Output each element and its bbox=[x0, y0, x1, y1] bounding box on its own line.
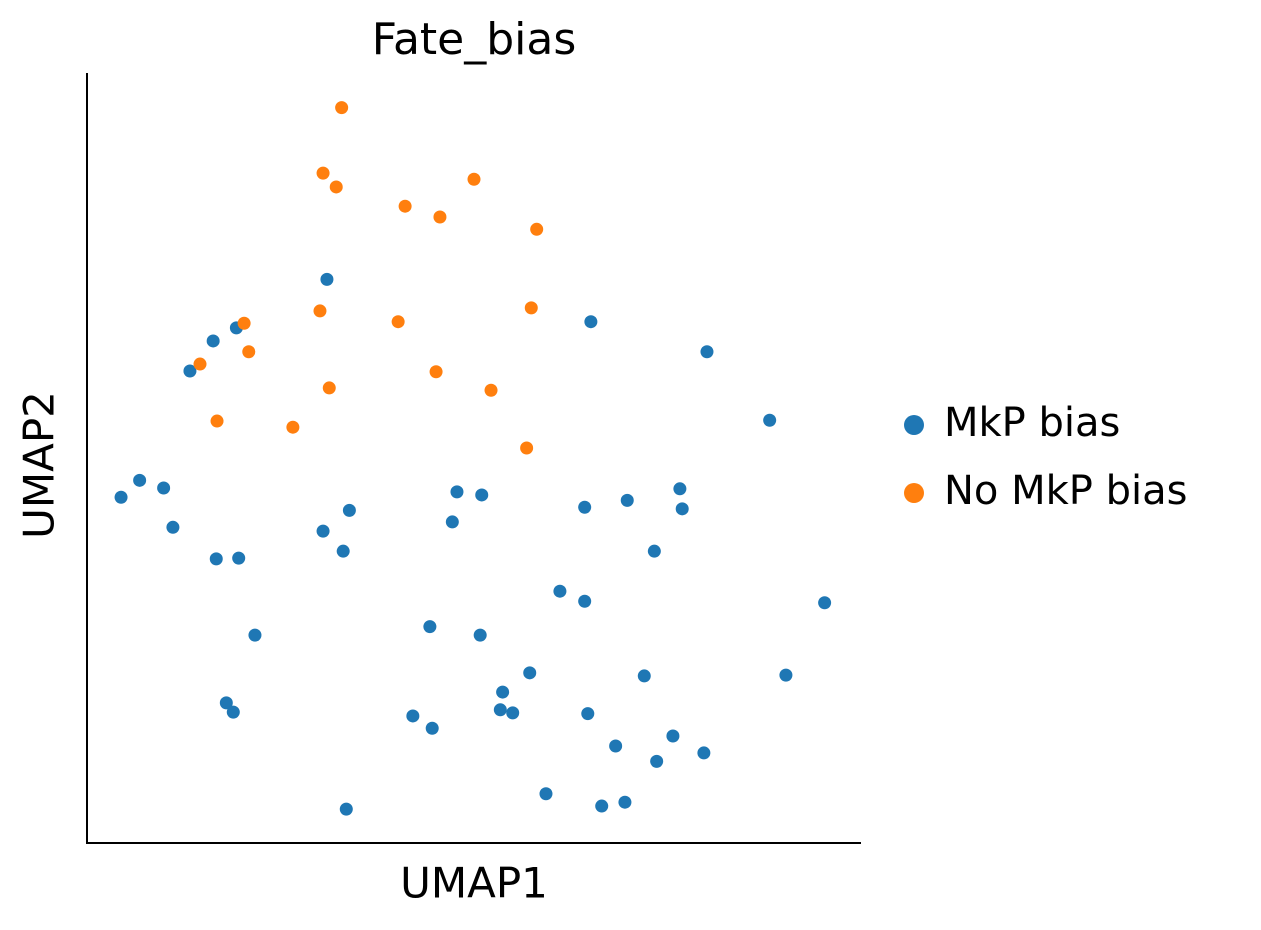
point bbox=[335, 101, 349, 115]
point bbox=[618, 795, 632, 809]
point bbox=[232, 551, 246, 565]
point bbox=[609, 739, 623, 753]
point bbox=[242, 345, 256, 359]
point bbox=[496, 685, 510, 699]
point bbox=[581, 707, 595, 721]
point bbox=[406, 709, 420, 723]
point bbox=[637, 669, 651, 683]
point bbox=[524, 301, 538, 315]
point bbox=[133, 473, 147, 487]
point bbox=[339, 802, 353, 816]
point bbox=[237, 316, 251, 330]
point bbox=[336, 544, 350, 558]
y-axis-label: UMAP2 bbox=[15, 391, 64, 539]
point bbox=[342, 503, 356, 517]
point bbox=[433, 210, 447, 224]
point bbox=[206, 334, 220, 348]
point bbox=[595, 799, 609, 813]
point bbox=[157, 481, 171, 495]
point bbox=[425, 721, 439, 735]
point bbox=[484, 383, 498, 397]
point bbox=[248, 628, 262, 642]
chart-title: Fate_bias bbox=[372, 14, 577, 65]
point bbox=[209, 552, 223, 566]
point bbox=[467, 172, 481, 186]
point bbox=[320, 272, 334, 286]
point bbox=[316, 166, 330, 180]
point bbox=[650, 754, 664, 768]
legend-label: MkP bias bbox=[944, 400, 1120, 446]
point bbox=[316, 524, 330, 538]
x-axis-label: UMAP1 bbox=[400, 859, 548, 908]
point bbox=[219, 696, 233, 710]
point bbox=[675, 502, 689, 516]
point bbox=[473, 628, 487, 642]
point bbox=[445, 515, 459, 529]
point bbox=[429, 365, 443, 379]
point bbox=[210, 414, 224, 428]
point bbox=[700, 345, 714, 359]
point bbox=[286, 420, 300, 434]
point bbox=[763, 413, 777, 427]
point bbox=[578, 500, 592, 514]
legend-marker bbox=[904, 483, 924, 503]
point bbox=[193, 357, 207, 371]
point bbox=[697, 746, 711, 760]
point bbox=[226, 705, 240, 719]
point bbox=[506, 706, 520, 720]
legend-marker bbox=[904, 415, 924, 435]
point bbox=[423, 620, 437, 634]
point bbox=[530, 222, 544, 236]
point bbox=[450, 485, 464, 499]
point bbox=[620, 493, 634, 507]
point bbox=[523, 666, 537, 680]
point bbox=[114, 490, 128, 504]
point bbox=[666, 729, 680, 743]
point bbox=[578, 594, 592, 608]
point bbox=[584, 315, 598, 329]
point bbox=[183, 364, 197, 378]
point bbox=[398, 199, 412, 213]
point bbox=[647, 544, 661, 558]
point bbox=[520, 441, 534, 455]
point bbox=[329, 180, 343, 194]
point bbox=[322, 381, 336, 395]
point bbox=[673, 482, 687, 496]
point bbox=[493, 703, 507, 717]
point bbox=[818, 596, 832, 610]
point bbox=[391, 315, 405, 329]
legend-label: No MkP bias bbox=[944, 468, 1187, 514]
point bbox=[166, 520, 180, 534]
point bbox=[553, 584, 567, 598]
point bbox=[313, 304, 327, 318]
point bbox=[779, 668, 793, 682]
point bbox=[539, 787, 553, 801]
point bbox=[475, 488, 489, 502]
